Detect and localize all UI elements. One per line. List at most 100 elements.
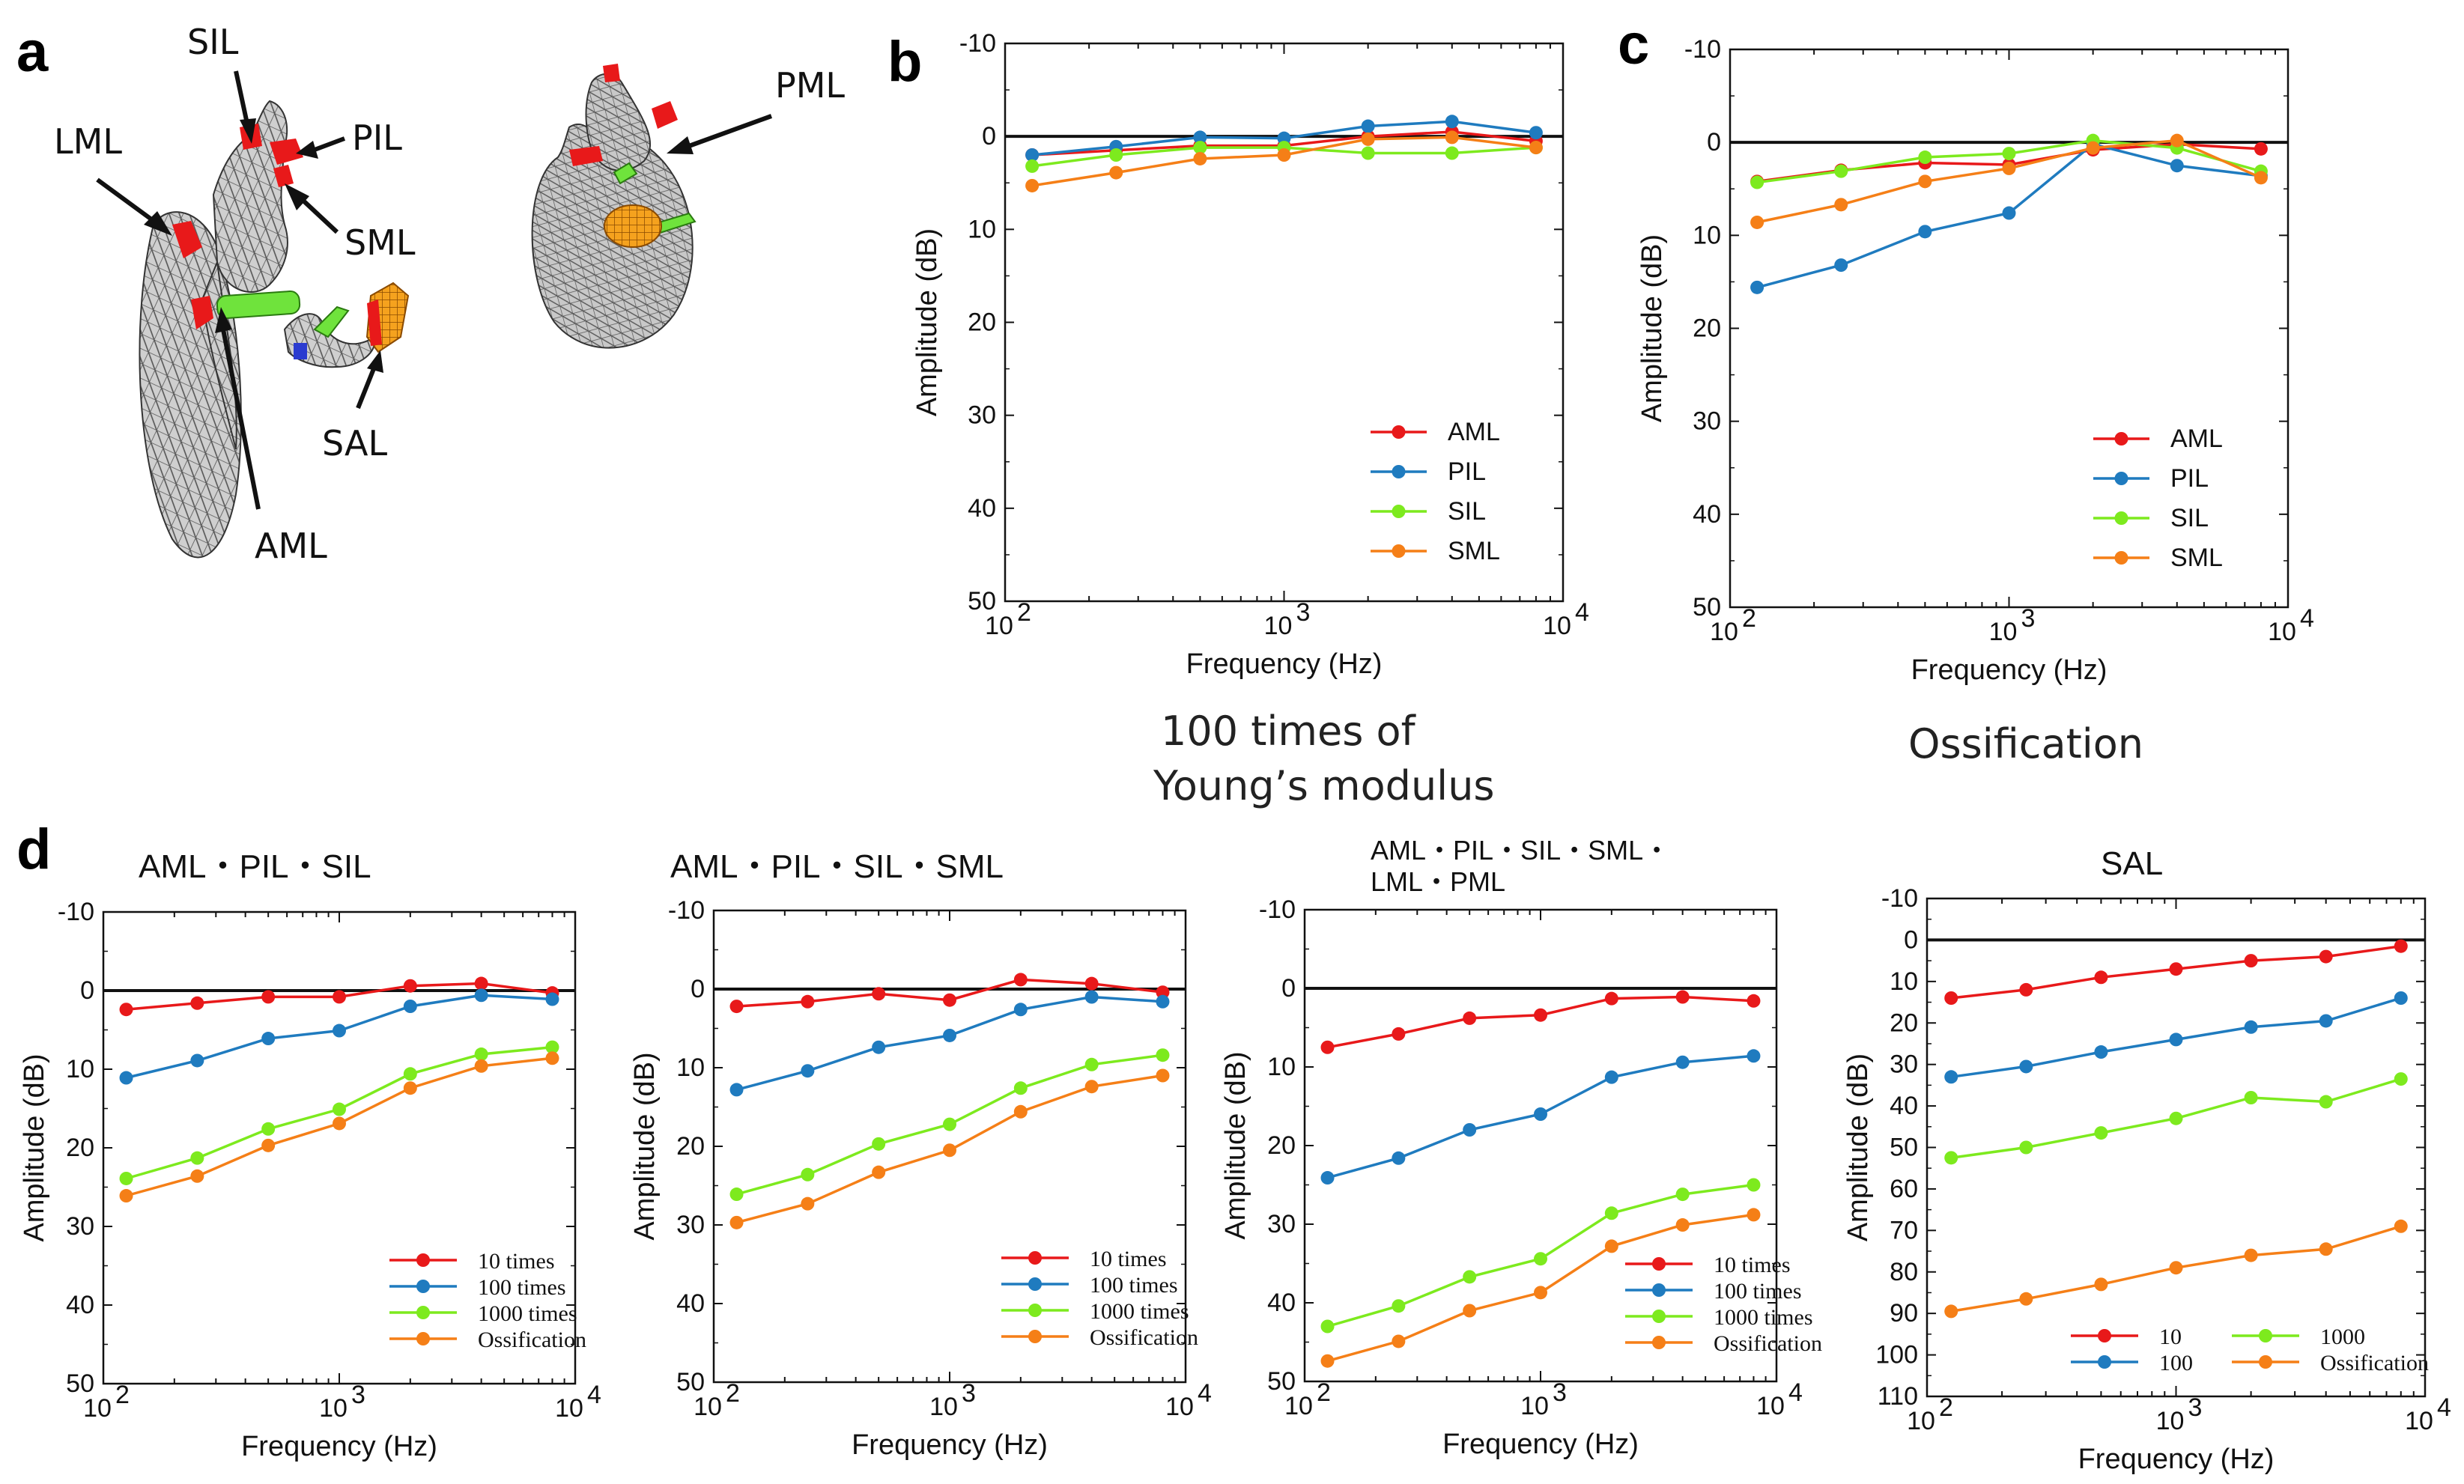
x-tick-label: 10 [1756,1392,1785,1420]
x-tick-exponent: 2 [1939,1393,1953,1422]
plot-frame [1303,908,1778,1383]
callout-lml: LML [54,121,122,162]
y-axis-label: Amplitude (dB) [19,1053,50,1241]
chart-title-d1: AML・PIL・SIL [139,848,371,885]
data-point [1529,126,1543,140]
chart-title-d3-line2: LML・PML [1371,866,1505,897]
data-point [403,1067,417,1081]
data-point [261,1032,276,1046]
y-tick-label: 0 [1281,974,1296,1003]
series-line-10-times [1327,995,1754,1049]
y-tick-label: -10 [1881,884,1918,913]
y-tick-label: 50 [1267,1367,1296,1396]
data-point [1534,1252,1547,1266]
y-tick-label: 10 [66,1055,94,1083]
data-point [190,1053,204,1068]
data-point [872,1137,886,1151]
legend-label: 100 times [478,1275,566,1300]
data-point [1750,175,1764,189]
data-point [2169,1111,2183,1125]
data-point [1109,165,1123,180]
data-point [2094,1045,2108,1059]
y-tick-label: -10 [58,898,94,926]
data-point [1013,1081,1028,1095]
y-tick-label: 50 [1890,1134,1918,1162]
x-tick-exponent: 4 [2300,604,2314,633]
data-point [190,1151,204,1165]
x-tick-exponent: 3 [2188,1393,2203,1422]
data-point [1156,1048,1170,1062]
x-tick-label: 10 [1710,618,1738,646]
x-tick-label: 10 [694,1393,722,1421]
callout-arrows [96,70,773,510]
data-point [2319,1014,2333,1028]
data-point [943,1117,956,1131]
data-point [1834,198,1848,212]
data-point [1013,1104,1028,1119]
data-point [1013,973,1028,987]
x-tick-label: 10 [929,1393,958,1421]
legend-swatch-marker [1028,1277,1042,1291]
data-point [1320,1040,1335,1054]
callout-pml: PML [775,65,845,106]
y-axis-label: Amplitude (dB) [1842,1053,1874,1241]
caption-young-line2: Young’s modulus [1153,762,1495,809]
data-point [1604,1239,1618,1253]
legend-label: AML [1448,418,1500,446]
caption-young-line1: 100 times of [1161,708,1417,755]
y-tick-label: 40 [968,494,996,523]
y-tick-label: 20 [1890,1009,1918,1037]
data-point [403,979,417,993]
data-point [1392,1334,1406,1348]
data-point [1675,1218,1690,1232]
data-point [1109,148,1123,162]
data-point [261,1122,276,1136]
x-tick-exponent: 2 [1742,604,1756,633]
y-tick-label: 30 [968,401,996,430]
data-point [729,1215,744,1229]
x-tick-exponent: 4 [2437,1393,2451,1422]
data-point [1529,141,1543,155]
x-axis-label: Frequency (Hz) [852,1429,1048,1461]
data-point [333,990,346,1004]
legend-label: 10 times [1714,1253,1791,1277]
y-tick-label: 20 [66,1134,94,1162]
legend-swatch-marker [2259,1355,2272,1369]
legend-label: Ossification [478,1328,586,1352]
x-tick-label: 10 [319,1394,348,1423]
data-point [729,1000,744,1014]
legend-label: 1000 times [1714,1305,1813,1330]
data-point [1084,990,1099,1004]
x-tick-label: 10 [1264,612,1293,640]
y-tick-label: 40 [676,1289,705,1318]
y-tick-label: 20 [676,1132,705,1161]
data-point [1361,132,1375,146]
legend-label: 1000 [2320,1325,2365,1349]
data-point [2086,141,2100,155]
data-point [2244,1248,2258,1262]
x-tick-label: 10 [555,1394,583,1423]
data-point [333,1024,346,1038]
x-tick-exponent: 4 [587,1381,601,1409]
data-point [1277,131,1291,145]
data-point [2019,1059,2033,1074]
data-point [1944,1070,1958,1084]
data-point [1013,1003,1028,1017]
series-line-100-times [736,995,1163,1092]
data-point [2244,1020,2258,1034]
y-tick-label: 50 [676,1368,705,1396]
y-tick-label: 10 [1267,1053,1296,1081]
x-tick-label: 10 [2268,618,2296,646]
x-tick-label: 10 [1520,1392,1549,1420]
legend-label: 100 times [1714,1279,1802,1304]
data-point [1463,1270,1477,1284]
data-point [261,990,276,1004]
legend-swatch-marker [416,1306,430,1319]
legend-swatch-marker [2098,1355,2111,1369]
data-point [1025,178,1040,192]
data-point [1750,215,1764,229]
legend-label: 10 times [1090,1247,1167,1271]
data-point [872,1040,886,1054]
legend-label: 100 times [1090,1273,1178,1298]
x-axis-label: Frequency (Hz) [2078,1444,2275,1475]
